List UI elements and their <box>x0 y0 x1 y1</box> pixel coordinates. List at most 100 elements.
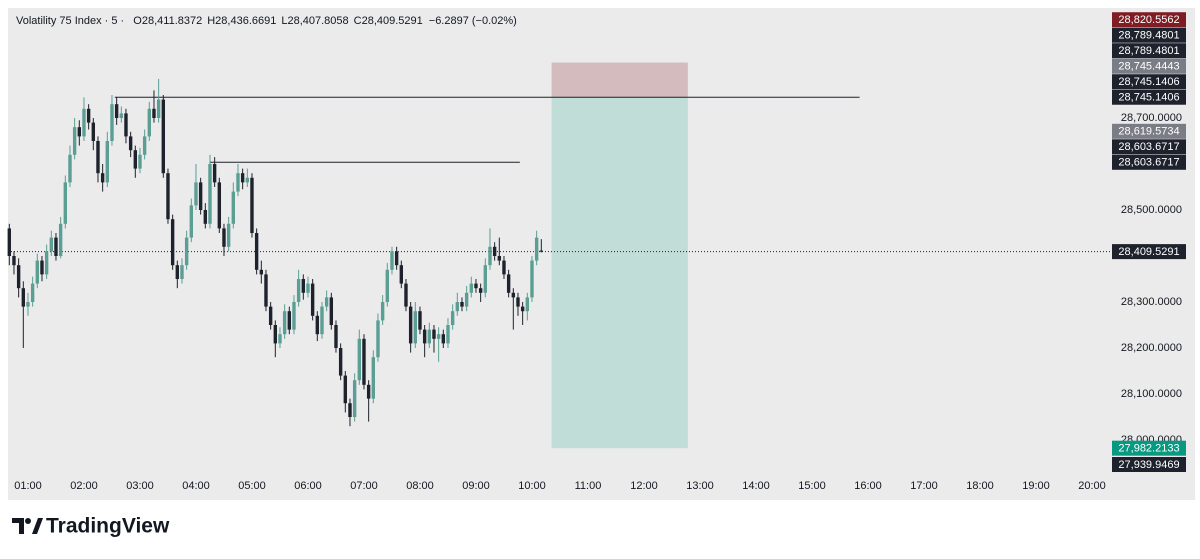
x-tick-label: 09:00 <box>462 480 490 492</box>
candle-body <box>226 223 231 247</box>
x-tick-label: 01:00 <box>14 480 42 492</box>
y-tick-label: 28,100.0000 <box>1121 388 1182 400</box>
candle-body <box>77 127 82 137</box>
price-tag <box>1112 89 1186 105</box>
candle-body <box>35 260 40 284</box>
ohlc-value: 28,436.6691 <box>215 15 276 27</box>
candle-body <box>413 311 418 344</box>
candle-body <box>539 250 544 252</box>
candle-body <box>334 325 338 349</box>
candle-body <box>30 283 35 302</box>
candle-body <box>338 348 343 376</box>
candle-body <box>236 173 240 192</box>
x-tick-label: 13:00 <box>686 480 714 492</box>
candle-body <box>357 338 362 381</box>
candle-body <box>96 140 100 174</box>
x-tick-label: 14:00 <box>742 480 770 492</box>
candle-body <box>180 265 184 279</box>
candle-body <box>464 292 469 307</box>
candle-body <box>86 108 91 123</box>
x-tick-label: 02:00 <box>70 480 98 492</box>
candle-body <box>422 329 427 344</box>
x-tick-label: 11:00 <box>575 480 602 492</box>
candle-body <box>100 173 105 183</box>
candle-body <box>441 334 446 344</box>
candle-body <box>483 265 488 293</box>
candle-body <box>343 375 348 404</box>
candle-body <box>329 297 334 326</box>
candle-body <box>231 191 236 224</box>
candle-body <box>21 288 26 307</box>
price-tag <box>1112 12 1186 28</box>
candle-body <box>506 274 511 293</box>
candle-body <box>432 329 436 339</box>
price-tag <box>1112 457 1186 472</box>
price-tag-label: 28,603.6717 <box>1118 157 1179 169</box>
candle-body <box>49 237 54 252</box>
candle-body <box>110 104 114 141</box>
candle-body <box>287 311 292 330</box>
price-tag-label: 28,409.5291 <box>1118 246 1179 258</box>
price-tag <box>1112 58 1186 74</box>
x-tick-label: 15:00 <box>798 480 826 492</box>
y-tick-label: 28,200.0000 <box>1121 342 1182 354</box>
change: −6.2897 (−0.02%) <box>429 15 517 27</box>
x-tick-label: 16:00 <box>854 480 882 492</box>
candle-body <box>296 278 301 302</box>
candle-body <box>203 209 208 224</box>
price-tag-label: 28,789.4801 <box>1118 30 1179 42</box>
x-tick-label: 18:00 <box>966 480 994 492</box>
candle-body <box>469 283 474 293</box>
price-tag <box>1112 43 1186 59</box>
price-tag <box>1112 440 1186 456</box>
candle-body <box>166 173 170 220</box>
candle-body <box>222 228 226 247</box>
candle-body <box>502 260 506 275</box>
candle-body <box>189 205 194 238</box>
brand-name: TradingView <box>46 515 170 538</box>
x-tick-label: 17:00 <box>910 480 938 492</box>
price-tag-label: 28,619.5734 <box>1118 126 1179 138</box>
candle-body <box>380 302 385 321</box>
candle-body <box>7 228 12 256</box>
candle-body <box>282 311 287 335</box>
x-tick-label: 12:00 <box>630 480 658 492</box>
candle-body <box>40 260 44 275</box>
candle-body <box>534 237 539 261</box>
candle-body <box>301 278 306 293</box>
candle-body <box>315 315 320 335</box>
ohlc-value: 28,407.8058 <box>287 15 348 27</box>
candle-body <box>147 108 152 137</box>
y-tick-label: 28,500.0000 <box>1121 204 1182 216</box>
candle-body <box>427 329 432 344</box>
candle-body <box>306 283 310 293</box>
candle-body <box>175 265 180 279</box>
candle-body <box>124 113 128 137</box>
price-tag-label: 28,789.4801 <box>1118 45 1179 57</box>
candle-body <box>390 251 394 270</box>
x-tick-label: 05:00 <box>238 480 266 492</box>
candle-body <box>152 108 156 118</box>
candle-body <box>12 255 16 266</box>
candle-body <box>44 251 49 275</box>
candle-body <box>105 140 110 183</box>
candle-body <box>194 182 198 206</box>
candle-body <box>488 246 492 266</box>
price-tag-label: 28,745.4443 <box>1118 61 1179 73</box>
candle-body <box>385 269 390 302</box>
candle-body <box>273 325 278 344</box>
candle-body <box>455 302 460 312</box>
ohlc-key: O <box>133 15 142 27</box>
candle-body <box>460 302 464 307</box>
candle-body <box>91 122 96 141</box>
candle-body <box>240 173 245 183</box>
candle-body <box>184 237 189 266</box>
candle-body <box>208 163 212 224</box>
price-tag-label: 27,939.9469 <box>1118 459 1179 471</box>
price-tag <box>1112 139 1186 155</box>
price-tag-label: 28,820.5562 <box>1118 14 1179 26</box>
y-tick-label: 28,300.0000 <box>1121 296 1182 308</box>
candle-body <box>394 251 399 266</box>
